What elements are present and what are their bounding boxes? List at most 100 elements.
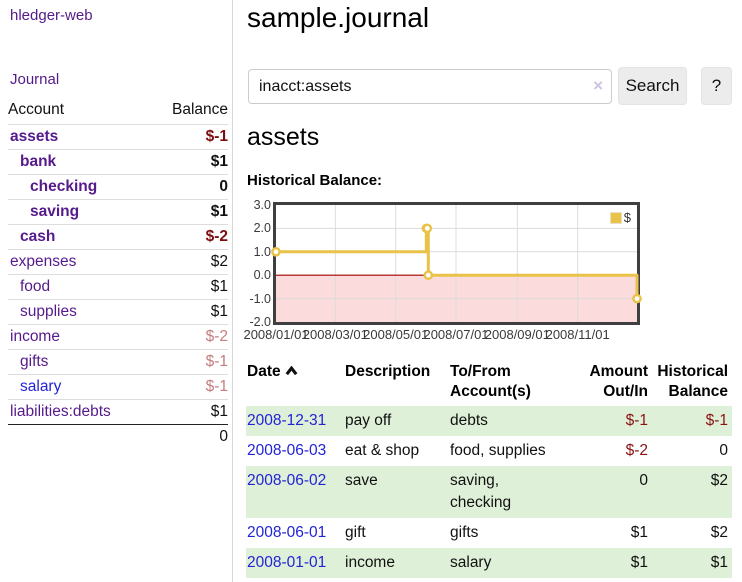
search-input[interactable] <box>248 69 612 104</box>
sidebar-account-food[interactable]: food <box>20 278 51 295</box>
account-balance: $1 <box>210 303 228 320</box>
x-tick-label: 2008/03/01 <box>302 327 368 342</box>
account-row: cash $-2 <box>8 225 228 250</box>
transaction-row: 2008-12-31 pay off debts $-1 $-1 <box>246 406 732 436</box>
account-balance: $1 <box>210 403 228 420</box>
accounts-header-balance: Balance <box>171 101 228 118</box>
transaction-amount: $1 <box>630 524 648 541</box>
sidebar-account-liabilities-debts[interactable]: liabilities:debts <box>10 403 111 420</box>
historical-balance-chart: 3.0 2.0 1.0 0.0 -1.0 -2.0 $ 2008/01/01 2008/03… <box>243 198 732 347</box>
x-tick-label: 2008/05/01 <box>363 327 429 342</box>
search-box: × <box>248 69 612 104</box>
transaction-description: eat & shop <box>345 442 420 459</box>
x-tick-label: 2008/01/01 <box>243 327 309 342</box>
account-balance: $-2 <box>205 228 228 245</box>
data-point-marker <box>423 270 434 280</box>
y-tick-label: 3.0 <box>253 198 271 212</box>
account-balance: $-1 <box>205 353 228 370</box>
transaction-date-link[interactable]: 2008-01-01 <box>247 554 327 571</box>
x-tick-label: 2008/07/01 <box>423 327 489 342</box>
date-header-label: Date <box>247 363 281 380</box>
transaction-accounts: salary <box>450 548 572 578</box>
transaction-date-link[interactable]: 2008-06-03 <box>247 442 327 459</box>
transactions-header-row: Date Description To/From Account(s) Amoun… <box>246 360 732 406</box>
legend-swatch <box>609 211 622 224</box>
chart-legend: $ <box>608 210 632 225</box>
column-header-date[interactable]: Date <box>246 360 345 406</box>
clear-search-icon[interactable]: × <box>593 76 603 95</box>
sidebar-account-income[interactable]: income <box>10 328 60 345</box>
sidebar-account-cash[interactable]: cash <box>20 228 56 245</box>
transaction-historical-balance: $-1 <box>652 406 732 436</box>
transaction-amount: $1 <box>572 548 652 578</box>
transaction-date-link[interactable]: 2008-06-02 <box>247 472 327 489</box>
sidebar-account-saving[interactable]: saving <box>30 203 80 220</box>
account-row: supplies $1 <box>8 300 228 325</box>
accounts-table: Account Balance assets $-1 bank $1 checking 0… <box>8 101 228 446</box>
transaction-accounts: gifts <box>450 524 479 541</box>
transaction-historical-balance: $1 <box>652 548 732 578</box>
account-row: liabilities:debts $1 <box>8 400 228 425</box>
sidebar-account-gifts[interactable]: gifts <box>20 353 49 370</box>
transaction-description: gift <box>345 524 366 541</box>
search-form: × Search ? <box>246 67 732 105</box>
chart-y-axis: 3.0 2.0 1.0 0.0 -1.0 -2.0 <box>246 198 271 329</box>
y-tick-label: 0.0 <box>253 268 271 283</box>
sidebar: hledger-web Journal Account Balance asse… <box>0 0 233 582</box>
sidebar-account-supplies[interactable]: supplies <box>20 303 77 320</box>
sidebar-account-checking[interactable]: checking <box>30 178 98 195</box>
transaction-accounts: food, supplies <box>450 442 546 459</box>
data-point-marker <box>271 247 281 257</box>
sidebar-account-bank[interactable]: bank <box>20 153 57 170</box>
sort-ascending-icon <box>285 363 298 380</box>
column-header-description[interactable]: Description <box>345 363 431 380</box>
account-row: gifts $-1 <box>8 350 228 375</box>
transaction-row: 2008-06-02 save saving, checking 0 $2 <box>246 466 732 518</box>
transaction-description: pay off <box>345 406 450 436</box>
account-balance: $-1 <box>205 128 228 145</box>
search-button[interactable]: Search <box>618 67 687 105</box>
account-row: saving $1 <box>8 200 228 225</box>
transaction-amount: $-1 <box>572 406 652 436</box>
sidebar-account-salary[interactable]: salary <box>20 378 62 395</box>
help-button[interactable]: ? <box>701 67 732 105</box>
brand-link[interactable]: hledger-web <box>10 7 93 24</box>
transaction-description: income <box>345 548 450 578</box>
chart-plot: $ <box>271 202 642 325</box>
y-tick-label: -1.0 <box>249 291 271 306</box>
accounts-total-row: 0 <box>8 425 228 446</box>
account-balance: $2 <box>210 253 228 270</box>
account-balance: $1 <box>210 153 228 170</box>
transactions-table: Date Description To/From Account(s) Amoun… <box>246 360 732 578</box>
transaction-historical-balance: $2 <box>652 466 732 518</box>
y-tick-label: 2.0 <box>253 221 271 236</box>
x-tick-label: 2008/09/01 <box>484 327 550 342</box>
transaction-row: 2008-01-01 income salary $1 $1 <box>246 548 732 578</box>
account-row: assets $-1 <box>8 125 228 150</box>
transaction-accounts: debts <box>450 406 572 436</box>
y-tick-label: -2.0 <box>249 315 271 329</box>
account-title: assets <box>247 123 320 151</box>
accounts-header-account: Account <box>8 101 65 118</box>
x-tick-label: 2008/11/01 <box>545 327 610 342</box>
account-balance: $1 <box>210 203 228 220</box>
column-header-amount[interactable]: Amount Out/In <box>589 363 648 400</box>
transaction-historical-balance: $2 <box>710 524 728 541</box>
column-header-tofrom[interactable]: To/From Account(s) <box>450 363 531 400</box>
sidebar-account-assets[interactable]: assets <box>10 128 59 145</box>
chart-x-axis: 2008/01/01 2008/03/01 2008/05/01 2008/07/01… <box>243 327 634 343</box>
sidebar-account-expenses[interactable]: expenses <box>10 253 77 270</box>
transaction-description: save <box>345 466 450 518</box>
account-row: salary $-1 <box>8 375 228 400</box>
transaction-amount: $-2 <box>625 442 648 459</box>
column-header-historical[interactable]: Historical Balance <box>657 363 728 400</box>
account-row: food $1 <box>8 275 228 300</box>
accounts-total-value: 0 <box>219 428 228 445</box>
chart-label: Historical Balance: <box>247 172 383 189</box>
transaction-amount: 0 <box>572 466 652 518</box>
sidebar-item-journal[interactable]: Journal <box>10 71 60 88</box>
transaction-date-link[interactable]: 2008-12-31 <box>247 412 327 429</box>
transaction-date-link[interactable]: 2008-06-01 <box>247 524 327 541</box>
data-point-marker <box>422 223 433 234</box>
